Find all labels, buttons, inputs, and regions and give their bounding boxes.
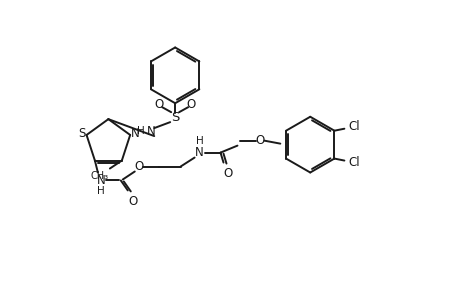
Text: CH₃: CH₃	[91, 172, 109, 182]
Text: H: H	[137, 126, 145, 136]
Text: O: O	[255, 134, 264, 147]
Text: N: N	[146, 124, 155, 138]
Text: S: S	[171, 111, 179, 124]
Text: N: N	[195, 146, 203, 159]
Text: Cl: Cl	[347, 156, 359, 169]
Text: N: N	[130, 128, 139, 140]
Text: O: O	[224, 167, 233, 180]
Text: O: O	[154, 98, 163, 111]
Text: H: H	[195, 136, 203, 146]
Text: Cl: Cl	[347, 120, 359, 133]
Text: O: O	[186, 98, 196, 111]
Text: N: N	[96, 174, 105, 187]
Text: O: O	[134, 160, 143, 173]
Text: O: O	[128, 195, 137, 208]
Text: S: S	[78, 128, 85, 140]
Text: H: H	[97, 186, 105, 197]
